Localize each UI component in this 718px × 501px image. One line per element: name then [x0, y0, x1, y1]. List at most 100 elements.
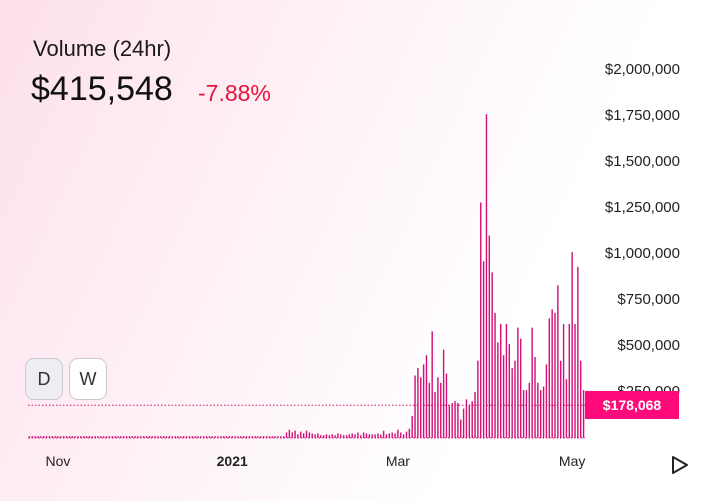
volume-bar [194, 436, 196, 438]
volume-bar [542, 386, 545, 438]
volume-bar [434, 392, 436, 438]
volume-bar [534, 357, 536, 438]
volume-bar [377, 433, 379, 438]
volume-bar [291, 432, 293, 438]
day-button[interactable]: D [25, 358, 63, 400]
y-tick-label: $2,000,000 [604, 61, 680, 78]
volume-bar [417, 368, 419, 438]
volume-bar [480, 202, 482, 438]
volume-bar [302, 433, 305, 438]
volume-bar [474, 392, 476, 438]
volume-bar [560, 360, 562, 438]
volume-bar [28, 436, 31, 438]
volume-bar [108, 436, 111, 438]
volume-bar [468, 404, 471, 438]
volume-bar [551, 309, 553, 438]
volume-bar [231, 436, 233, 438]
volume-bar [245, 436, 248, 438]
volume-bar [305, 430, 308, 438]
week-button[interactable]: W [69, 358, 107, 400]
volume-bar [148, 436, 151, 438]
volume-bar [517, 327, 519, 438]
volume-bar [557, 285, 559, 438]
volume-bar [322, 435, 325, 438]
volume-bar [488, 235, 491, 438]
volume-bar [51, 436, 53, 438]
volume-bar [511, 368, 513, 438]
bar-series [28, 114, 585, 438]
volume-bar [331, 434, 333, 438]
volume-bar [365, 433, 368, 438]
volume-bar [428, 382, 431, 438]
volume-bar [294, 430, 296, 438]
volume-bar [422, 364, 425, 438]
volume-bar [411, 415, 413, 438]
volume-bar [168, 436, 171, 438]
volume-bar [505, 323, 508, 438]
volume-bar [43, 436, 45, 438]
volume-bar [482, 261, 485, 438]
volume-bar [68, 436, 71, 438]
volume-bar [451, 403, 453, 438]
volume-bar [251, 436, 253, 438]
volume-bar [471, 401, 473, 438]
volume-bar [351, 433, 353, 438]
volume-bar [571, 252, 573, 438]
volume-bar [448, 404, 451, 438]
volume-bar [454, 401, 456, 438]
volume-bar [65, 436, 68, 438]
volume-bar [431, 331, 433, 438]
volume-bar [548, 318, 551, 438]
volume-bar [342, 435, 345, 438]
volume-bar [508, 344, 511, 438]
volume-bar [142, 436, 145, 438]
volume-bar [234, 436, 236, 438]
volume-bar [374, 434, 376, 438]
volume-bar [137, 436, 139, 438]
volume-bar [525, 390, 528, 438]
x-tick-label: May [558, 453, 586, 469]
volume-bar [102, 436, 105, 438]
volume-bar [308, 432, 311, 438]
volume-bar [71, 436, 73, 438]
volume-bar [131, 436, 133, 438]
volume-bar [211, 436, 213, 438]
volume-bar [82, 436, 85, 438]
volume-bar [140, 436, 142, 438]
volume-bar [425, 355, 428, 438]
volume-bar [274, 436, 276, 438]
volume-bar [260, 436, 262, 438]
volume-bar [354, 434, 356, 438]
volume-bar [337, 433, 339, 438]
volume-bar [357, 432, 359, 438]
volume-bar [545, 364, 548, 438]
volume-bar [262, 436, 265, 438]
volume-bar [360, 435, 362, 438]
x-tick-label: Nov [45, 453, 71, 469]
volume-bar [125, 436, 128, 438]
volume-bar [265, 436, 268, 438]
volume-bar [345, 435, 348, 438]
volume-bar [228, 436, 231, 438]
volume-bar [77, 436, 79, 438]
volume-bar [485, 114, 488, 438]
volume-bar [491, 272, 493, 438]
current-value-label: $178,068 [585, 391, 679, 420]
volume-bar [94, 436, 96, 438]
volume-bar [580, 360, 582, 438]
volume-bar [368, 434, 371, 438]
volume-bar [300, 431, 302, 438]
volume-bar [334, 435, 336, 438]
volume-bar [371, 434, 373, 438]
volume-bar [160, 436, 162, 438]
volume-bar [191, 436, 193, 438]
volume-bar [442, 349, 445, 438]
volume-bar [277, 436, 279, 438]
volume-bar [500, 323, 502, 438]
play-icon[interactable] [671, 455, 689, 475]
chart-title: Volume (24hr) [33, 36, 172, 61]
volume-bar [105, 436, 108, 438]
volume-bar [257, 436, 259, 438]
volume-bar [465, 399, 468, 438]
volume-bar [531, 327, 533, 438]
